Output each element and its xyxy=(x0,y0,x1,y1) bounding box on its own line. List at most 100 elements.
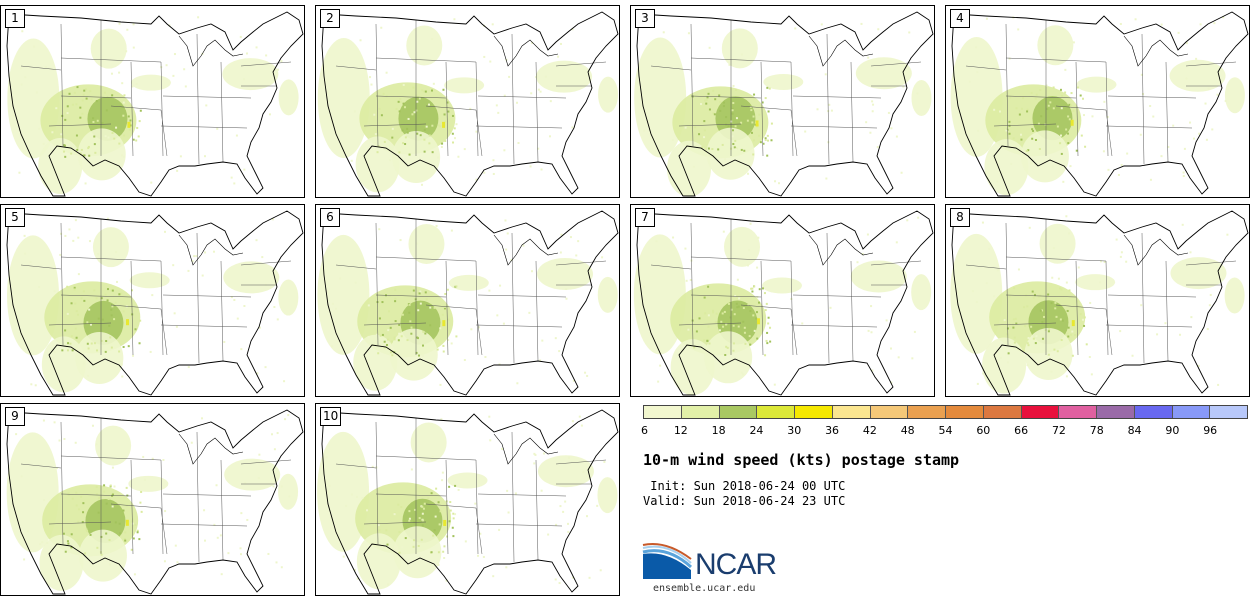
colorbar-segment xyxy=(644,406,682,418)
wind-shading xyxy=(911,79,932,116)
wind-shading xyxy=(39,534,84,591)
wind-shading xyxy=(1032,96,1073,141)
wind-shading xyxy=(706,127,755,180)
wind-shading xyxy=(130,74,171,91)
wind-shading xyxy=(317,37,370,158)
wind-shading xyxy=(38,138,83,195)
coastline xyxy=(321,11,619,197)
wind-shading xyxy=(6,235,59,356)
wind-shading xyxy=(597,477,618,514)
colorbar-tick-label: 54 xyxy=(938,424,953,437)
wind-speed-map xyxy=(317,11,619,197)
wind-speed-map xyxy=(6,210,304,396)
wind-shading xyxy=(410,422,447,463)
wind-shading xyxy=(984,139,1029,196)
colorbar-tick-label: 66 xyxy=(1014,424,1029,437)
colorbar-segment xyxy=(832,406,871,418)
wind-speed-map xyxy=(317,210,619,396)
colorbar-tick-label: 60 xyxy=(976,424,991,437)
coastline xyxy=(321,409,619,595)
wind-shading xyxy=(670,339,715,396)
colorbar-segment xyxy=(1210,406,1247,418)
wind-shading xyxy=(911,274,932,311)
wind-shading xyxy=(75,331,124,384)
colorbar-tick-label: 36 xyxy=(825,424,840,437)
coastline xyxy=(951,11,1249,197)
wind-shading xyxy=(447,472,488,489)
coastline xyxy=(6,11,304,197)
wind-speed-map xyxy=(6,409,304,595)
colorbar-segment xyxy=(1134,406,1173,418)
coastline xyxy=(636,210,934,396)
colorbar-segment xyxy=(681,406,720,418)
wind-shading xyxy=(763,73,804,90)
map-panel-6: 6 xyxy=(315,204,620,397)
colorbar-segment xyxy=(870,406,909,418)
colorbar-tick-label: 48 xyxy=(900,424,915,437)
plot-title: 10-m wind speed (kts) postage stamp xyxy=(643,451,960,469)
wind-shading xyxy=(1224,277,1245,314)
wind-shading xyxy=(982,337,1027,394)
wind-shading xyxy=(92,227,129,268)
wind-shading xyxy=(597,276,618,313)
wind-shading xyxy=(78,529,127,582)
colorbar-segment xyxy=(1172,406,1211,418)
wind-shading xyxy=(224,458,281,491)
wind-shading xyxy=(90,28,127,69)
wind-shading xyxy=(536,60,593,93)
wind-shading xyxy=(537,257,594,290)
member-label: 10 xyxy=(320,407,342,426)
wind-shading xyxy=(855,57,912,90)
wind-shading xyxy=(762,277,803,294)
coastline xyxy=(951,210,1249,396)
init-time: Init: Sun 2018-06-24 00 UTC xyxy=(643,479,846,493)
wind-speed-map xyxy=(634,11,934,197)
colorbar-segment xyxy=(983,406,1022,418)
colorbar-tick-label: 90 xyxy=(1165,424,1180,437)
member-label: 1 xyxy=(5,9,25,28)
wind-shading xyxy=(1169,59,1226,92)
map-panel-9: 9 xyxy=(0,403,305,596)
wind-shading xyxy=(129,272,170,289)
wind-shading xyxy=(278,473,299,510)
colorbar-tick-label: 18 xyxy=(711,424,726,437)
wind-shading xyxy=(448,274,489,291)
map-panel-3: 3 xyxy=(630,5,935,198)
colorbar-tick-label: 78 xyxy=(1089,424,1104,437)
colorbar-tick-label: 30 xyxy=(787,424,802,437)
ncar-wordmark: NCAR xyxy=(695,548,777,581)
wind-shading xyxy=(353,334,398,391)
colorbar-tick-label: 6 xyxy=(641,424,648,437)
wind-shading xyxy=(77,128,126,181)
wind-shading xyxy=(356,533,401,590)
colorbar-tick-label: 96 xyxy=(1203,424,1218,437)
colorbar-tick-label: 42 xyxy=(862,424,877,437)
colorbar-segment xyxy=(795,406,833,418)
wind-speed-map xyxy=(317,409,619,595)
colorbar-tick-label: 84 xyxy=(1127,424,1142,437)
wind-shading xyxy=(95,425,132,466)
wind-shading xyxy=(1224,77,1245,114)
wind-shading xyxy=(1039,223,1076,264)
wind-shading xyxy=(1170,257,1227,290)
colorbar-segment xyxy=(1059,406,1097,418)
wind-shading xyxy=(598,76,619,113)
map-panel-4: 4 xyxy=(945,5,1250,198)
member-label: 2 xyxy=(320,9,340,28)
colorbar-tick-label: 72 xyxy=(1051,424,1066,437)
coastline xyxy=(6,409,304,595)
coastline xyxy=(321,210,619,396)
colorbar-segment xyxy=(757,406,795,418)
wind-shading xyxy=(406,25,443,66)
coastline xyxy=(6,210,304,396)
wind-shading xyxy=(355,136,400,193)
wind-speed-map xyxy=(633,210,934,396)
member-label: 5 xyxy=(5,208,25,227)
ncar-logo-icon xyxy=(642,540,693,580)
map-panel-1: 1 xyxy=(0,5,305,198)
wind-shading xyxy=(222,58,279,91)
member-label: 3 xyxy=(635,9,655,28)
colorbar-tick-label: 12 xyxy=(673,424,688,437)
wind-shading xyxy=(389,328,438,381)
wind-shading xyxy=(537,455,594,488)
